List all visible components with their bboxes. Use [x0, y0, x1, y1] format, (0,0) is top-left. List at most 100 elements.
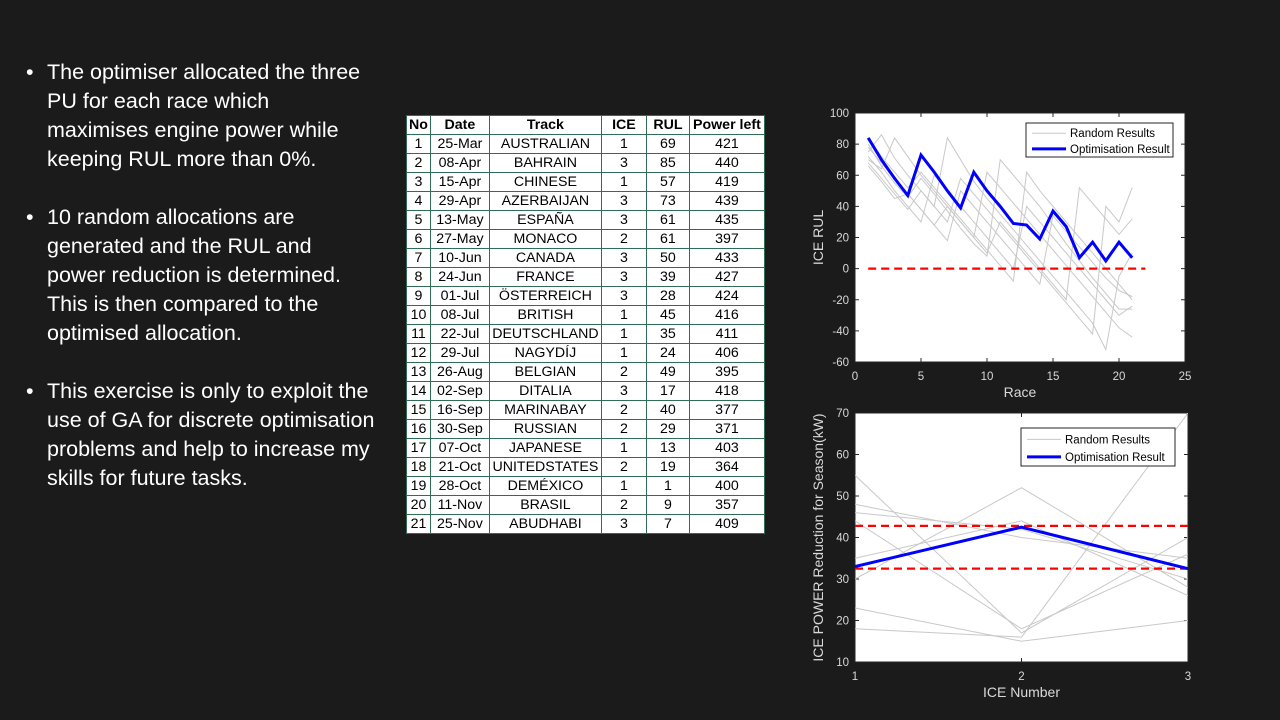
bullet-item: • 10 random allocations are generated and… — [26, 203, 376, 348]
table-cell: CHINESE — [488, 172, 602, 192]
table-cell: NAGYDÍJ — [488, 343, 602, 363]
rul-random-line — [867, 143, 1133, 310]
rul-y-tick-label: 20 — [836, 233, 849, 245]
table-cell: 24-Jun — [429, 267, 490, 287]
table-cell: 40 — [645, 400, 690, 420]
table-cell: 07-Oct — [429, 438, 490, 458]
table-header-cell: Track — [488, 115, 602, 135]
table-cell: 14 — [406, 381, 431, 401]
table-cell: 17 — [645, 381, 690, 401]
rul-y-tick-label: -20 — [832, 295, 849, 307]
table-row: 2 08-Apr BAHRAIN 3 85 440 — [406, 153, 765, 173]
table-cell: 26-Aug — [429, 362, 490, 382]
table-cell: 29-Jul — [429, 343, 490, 363]
table-cell: 377 — [688, 400, 765, 420]
rul-y-tick-label: 40 — [836, 201, 849, 213]
table-cell: ESPAÑA — [488, 210, 602, 230]
rul-y-tick-label: 80 — [836, 139, 849, 151]
table-cell: 11 — [406, 324, 431, 344]
table-cell: 85 — [645, 153, 690, 173]
table-row: 18 21-Oct UNITEDSTATES 2 19 364 — [406, 457, 765, 477]
table-row: 11 22-Jul DEUTSCHLAND 1 35 411 — [406, 324, 765, 344]
rul-x-tick-label: 5 — [918, 371, 924, 383]
table-cell: 395 — [688, 362, 765, 382]
table-row: 21 25-Nov ABUDHABI 3 7 409 — [406, 514, 765, 534]
power-random-line — [855, 607, 1188, 642]
table-cell: 18 — [406, 457, 431, 477]
table-cell: 435 — [688, 210, 765, 230]
table-cell: 19 — [645, 457, 690, 477]
table-row: 5 13-May ESPAÑA 3 61 435 — [406, 210, 765, 230]
table-header-cell: ICE — [600, 115, 647, 135]
table-cell: 50 — [645, 248, 690, 268]
table-cell: 21 — [406, 514, 431, 534]
power-random-line — [855, 520, 1188, 597]
power-x-tick-label: 3 — [1185, 671, 1191, 683]
power-x-tick-label: 2 — [1018, 671, 1024, 683]
rul-y-axis-label: ICE RUL — [810, 210, 826, 265]
rul-x-tick-label: 20 — [1113, 371, 1126, 383]
power-x-tick-label: 1 — [852, 671, 858, 683]
bullet-item: • This exercise is only to exploit the us… — [26, 377, 376, 493]
bullet-text: 10 random allocations are generated and … — [47, 205, 341, 345]
bullet-list: • The optimiser allocated the three PU fo… — [26, 58, 376, 522]
table-cell: 440 — [688, 153, 765, 173]
power-y-tick-label: 10 — [836, 657, 849, 669]
table-row: 7 10-Jun CANADA 3 50 433 — [406, 248, 765, 268]
power-y-tick-label: 40 — [836, 533, 849, 545]
rul-y-tick-label: -60 — [832, 357, 849, 369]
table-row: 16 30-Sep RUSSIAN 2 29 371 — [406, 419, 765, 439]
rul-chart-group: 0 5 10 15 20 25 -60 -40 -20 0 20 40 60 80 100 Race ICE R… — [810, 108, 1191, 400]
table-cell: 20 — [406, 495, 431, 515]
power-y-tick-label: 60 — [836, 450, 849, 462]
rul-random-line — [867, 146, 1133, 301]
table-cell: 29 — [645, 419, 690, 439]
table-cell: 16-Sep — [429, 400, 490, 420]
power-y-tick-label: 20 — [836, 616, 849, 628]
power-y-axis-label: ICE POWER Reduction for Season(kW) — [810, 413, 826, 661]
table-cell: BAHRAIN — [488, 153, 602, 173]
power-legend-random-label: Random Results — [1065, 434, 1150, 446]
table-header-cell: No — [406, 115, 431, 135]
table-row: 12 29-Jul NAGYDÍJ 1 24 406 — [406, 343, 765, 363]
table-header-row: No Date Track ICE RUL Power left — [406, 115, 765, 135]
rul-x-axis-label: Race — [1004, 384, 1037, 400]
table-cell: 25-Mar — [429, 134, 490, 154]
rul-y-tick-label: 0 — [843, 264, 849, 276]
table-cell: MONACO — [488, 229, 602, 249]
power-x-axis-label: ICE Number — [983, 684, 1060, 700]
table-cell: 61 — [645, 210, 690, 230]
table-cell: AUSTRALIAN — [488, 134, 602, 154]
table-cell: 25-Nov — [429, 514, 490, 534]
table-row: 13 26-Aug BELGIAN 2 49 395 — [406, 362, 765, 382]
bullet-text: This exercise is only to exploit the use… — [47, 379, 375, 490]
table-cell: 424 — [688, 286, 765, 306]
rul-x-tick-label: 0 — [852, 371, 858, 383]
table-row: 15 16-Sep MARINABAY 2 40 377 — [406, 400, 765, 420]
table-cell: 29-Apr — [429, 191, 490, 211]
table-cell: 17 — [406, 438, 431, 458]
rul-random-line — [867, 156, 1133, 316]
power-random-line — [855, 512, 1188, 580]
power-random-line — [855, 520, 1188, 630]
bullet-dot: • — [26, 60, 34, 84]
power-random-line — [855, 503, 1188, 559]
rul-optimisation-line — [866, 137, 1134, 264]
power-series-group — [855, 413, 1188, 642]
table-cell: 13 — [645, 438, 690, 458]
bullet-item: • The optimiser allocated the three PU fo… — [26, 58, 376, 174]
bullet-dot: • — [26, 379, 34, 403]
table-cell: 49 — [645, 362, 690, 382]
rul-y-tick-label: 100 — [830, 108, 849, 120]
bullet-text: The optimiser allocated the three PU for… — [47, 60, 361, 171]
table-cell: RUSSIAN — [488, 419, 602, 439]
bullet-dot: • — [26, 205, 34, 229]
table-cell: 409 — [688, 514, 765, 534]
rul-series-group — [866, 133, 1146, 352]
power-chart-group: 1 2 3 10 20 30 40 50 60 70 ICE Number ICE POWER Red… — [810, 408, 1191, 700]
power-y-tick-label: 50 — [836, 491, 849, 503]
table-row: 6 27-May MONACO 2 61 397 — [406, 229, 765, 249]
table-cell: BRASIL — [488, 495, 602, 515]
rul-x-tick-label: 25 — [1179, 371, 1192, 383]
